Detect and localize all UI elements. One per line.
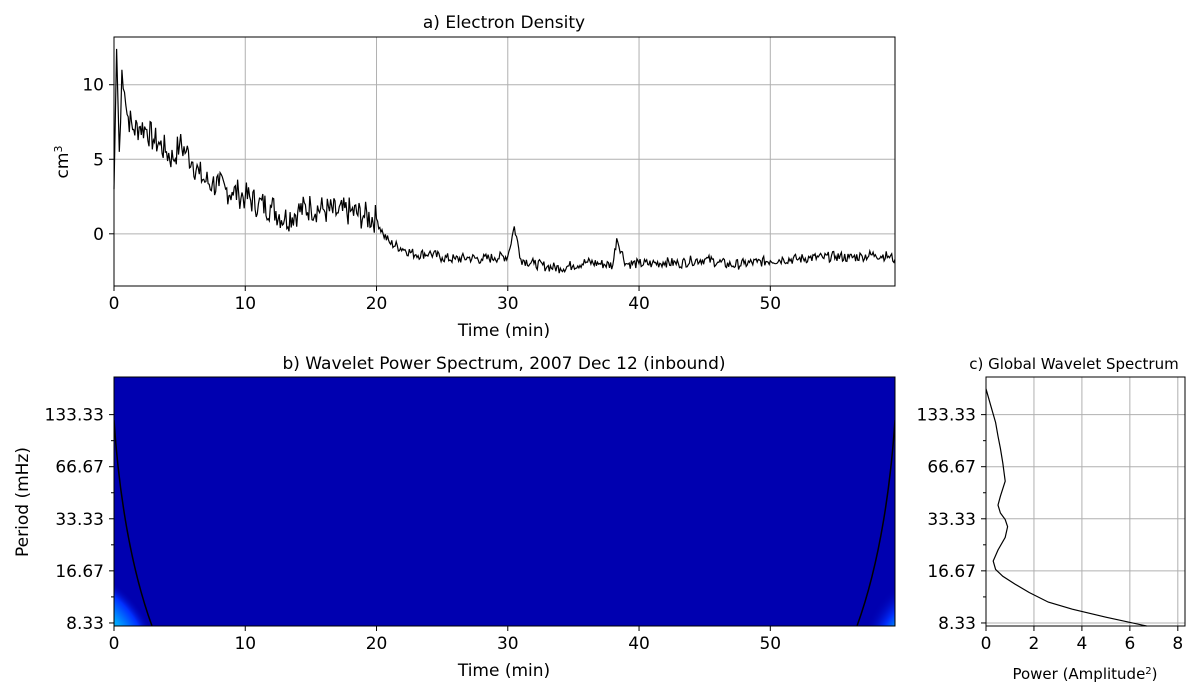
wavelet-hotspot-right (855, 571, 895, 626)
panel-a-electron-density: a) Electron Density 0 10 20 30 40 50 0 5 10 Tim… (52, 13, 896, 341)
panel-b-y-tick-label: 133.33 (45, 406, 104, 426)
panel-c-y-ticks: 133.33 66.67 33.33 16.67 8.33 (917, 406, 986, 634)
panel-c-x-tick-label: 8 (1172, 634, 1183, 654)
global-wavelet-line (985, 388, 1147, 627)
panel-b-y-tick-label: 33.33 (55, 510, 104, 530)
panel-b-y-tick-label: 16.67 (55, 562, 104, 582)
panel-b-y-ticks: 133.33 66.67 33.33 16.67 8.33 (45, 406, 114, 634)
panel-a-y-tick-label: 10 (82, 76, 104, 96)
panel-a-x-tick-label: 20 (366, 294, 388, 314)
panel-a-x-tick-label: 50 (759, 294, 781, 314)
panel-c-y-tick-label: 66.67 (927, 458, 976, 478)
panel-a-grid (113, 37, 895, 286)
wavelet-power-background (114, 377, 895, 626)
panel-c-y-tick-label: 133.33 (917, 406, 976, 426)
panel-b-x-ticks: 0 10 20 30 40 50 (109, 626, 781, 654)
cone-of-influence-left (114, 419, 153, 626)
panel-c-y-tick-label: 16.67 (927, 562, 976, 582)
panel-c-y-tick-label: 8.33 (938, 614, 976, 634)
panel-c-x-tick-label: 6 (1124, 634, 1135, 654)
panel-a-x-tick-label: 10 (234, 294, 256, 314)
panel-c-x-tick-label: 2 (1029, 634, 1040, 654)
panel-c-grid (985, 377, 1185, 626)
panel-b-y-tick-label: 66.67 (55, 458, 104, 478)
panel-b-x-tick-label: 40 (628, 634, 650, 654)
panel-b-x-tick-label: 10 (234, 634, 256, 654)
panel-a-x-tick-label: 30 (497, 294, 519, 314)
panel-c-y-tick-label: 33.33 (927, 510, 976, 530)
panel-b-y-tick-label: 8.33 (66, 614, 104, 634)
panel-c-x-ticks: 0 2 4 6 8 (981, 626, 1183, 654)
panel-a-x-label: Time (min) (457, 321, 550, 341)
panel-b-x-tick-label: 20 (366, 634, 388, 654)
electron-density-line (113, 48, 896, 274)
panel-a-y-label: cm3 (52, 146, 74, 179)
panel-c-x-tick-label: 4 (1076, 634, 1087, 654)
panel-a-title: a) Electron Density (423, 13, 585, 33)
panel-a-y-tick-label: 0 (93, 225, 104, 245)
panel-c-x-tick-label: 0 (981, 634, 992, 654)
cone-of-influence-right (856, 419, 895, 626)
panel-b-wavelet-power: b) Wavelet Power Spectrum, 2007 Dec 12 (… (13, 354, 896, 681)
panel-a-x-tick-label: 40 (628, 294, 650, 314)
panel-a-x-tick-label: 0 (109, 294, 120, 314)
wavelet-hotspot-left (114, 566, 164, 626)
panel-a-frame (113, 36, 896, 287)
panel-c-title: c) Global Wavelet Spectrum (969, 355, 1178, 373)
panel-a-x-ticks: 0 10 20 30 40 50 (109, 286, 781, 314)
panel-b-x-label: Time (min) (457, 661, 550, 681)
panel-b-title: b) Wavelet Power Spectrum, 2007 Dec 12 (… (282, 354, 725, 374)
panel-b-x-tick-label: 0 (109, 634, 120, 654)
panel-c-global-wavelet: c) Global Wavelet Spectrum 0 2 4 6 8 133.33 6… (917, 355, 1186, 683)
panel-a-y-tick-label: 5 (93, 150, 104, 170)
panel-b-x-tick-label: 30 (497, 634, 519, 654)
panel-b-x-tick-label: 50 (759, 634, 781, 654)
panel-b-frame (113, 376, 896, 627)
panel-b-y-label: Period (mHz) (13, 447, 33, 557)
panel-c-frame (985, 376, 1186, 627)
panel-a-y-ticks: 0 5 10 (82, 76, 114, 245)
panel-c-x-label: Power (Amplitude2) (1012, 665, 1157, 683)
